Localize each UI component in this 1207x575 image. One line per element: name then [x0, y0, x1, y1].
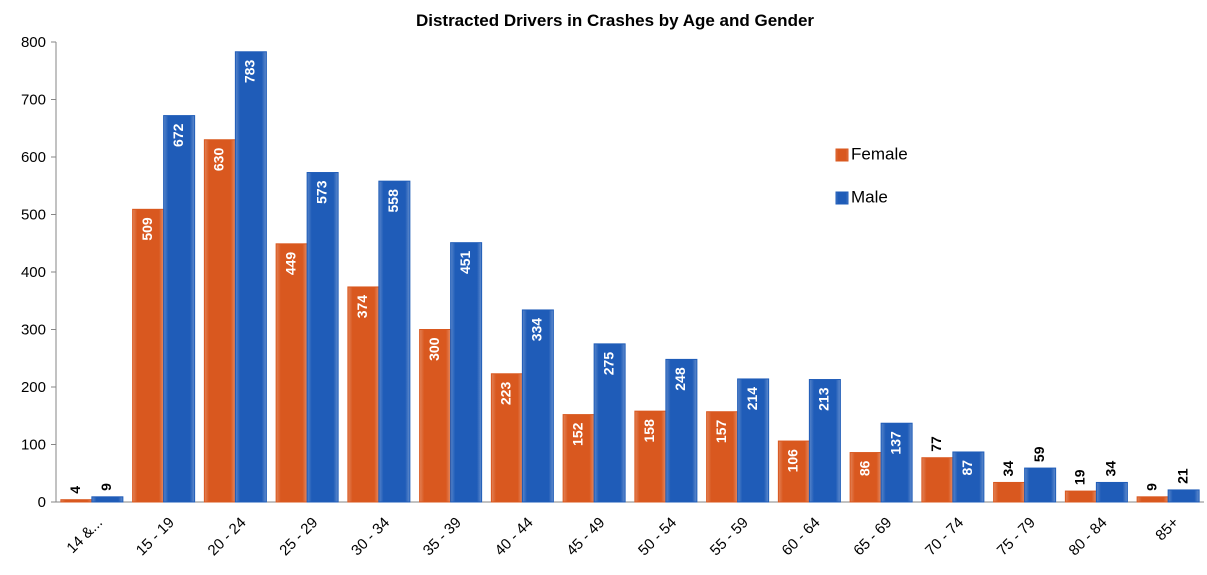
value-label: 214 — [744, 387, 760, 411]
bar — [777, 440, 810, 503]
bar — [234, 51, 267, 503]
value-label: 59 — [1031, 446, 1047, 462]
value-label: 158 — [641, 419, 657, 443]
bar — [378, 180, 411, 503]
value-label: 86 — [856, 460, 872, 476]
x-tick-label: 75 - 79 — [994, 514, 1039, 559]
bar — [347, 286, 380, 503]
chart-title: Distracted Drivers in Crashes by Age and… — [416, 11, 814, 30]
value-label: 248 — [672, 367, 688, 391]
bar — [521, 309, 554, 503]
value-label: 558 — [385, 189, 401, 213]
value-label: 87 — [959, 460, 975, 476]
value-label: 374 — [354, 295, 370, 319]
value-label: 630 — [211, 148, 227, 172]
bar — [880, 422, 913, 503]
x-tick-label: 35 - 39 — [420, 514, 465, 559]
value-label: 152 — [569, 422, 585, 446]
bar — [306, 172, 339, 503]
x-tick-label: 60 - 64 — [779, 514, 824, 559]
x-tick-label: 14 &... — [63, 514, 106, 557]
x-tick-label: 70 - 74 — [922, 514, 967, 559]
x-tick-label: 50 - 54 — [635, 514, 680, 559]
value-label: 275 — [600, 352, 616, 376]
x-tick-label: 55 - 59 — [707, 514, 752, 559]
bar — [1095, 481, 1128, 503]
y-tick-label: 100 — [21, 437, 46, 454]
bar — [91, 496, 124, 503]
bar — [634, 410, 667, 503]
bar — [562, 414, 595, 503]
value-label: 34 — [1000, 461, 1016, 477]
value-label: 451 — [457, 250, 473, 274]
bar — [593, 343, 626, 503]
legend-swatch — [835, 191, 849, 205]
value-label: 34 — [1103, 461, 1119, 477]
y-tick-label: 400 — [21, 264, 46, 281]
bar — [1064, 490, 1097, 503]
value-label: 300 — [426, 337, 442, 361]
y-tick-label: 0 — [38, 494, 46, 511]
bar — [132, 208, 165, 503]
y-tick-label: 200 — [21, 379, 46, 396]
legend-label: Male — [851, 187, 888, 206]
bar — [737, 378, 770, 503]
x-tick-label: 40 - 44 — [492, 514, 537, 559]
x-tick-label: 45 - 49 — [563, 514, 608, 559]
legend-label: Female — [851, 144, 908, 163]
bar — [163, 115, 196, 503]
value-label: 223 — [498, 382, 514, 406]
y-tick-label: 300 — [21, 322, 46, 339]
bar — [921, 457, 954, 503]
value-label: 19 — [1072, 469, 1088, 485]
bar — [1167, 489, 1200, 503]
bar — [808, 379, 841, 503]
value-label: 137 — [887, 431, 903, 455]
x-tick-label: 15 - 19 — [133, 514, 178, 559]
value-label: 9 — [98, 483, 114, 491]
value-label: 21 — [1174, 468, 1190, 484]
bar — [849, 452, 882, 503]
value-label: 573 — [313, 180, 329, 204]
x-tick-label: 85+ — [1152, 514, 1182, 544]
bar — [275, 243, 308, 503]
y-tick-label: 700 — [21, 92, 46, 109]
y-tick-label: 600 — [21, 149, 46, 166]
x-tick-label: 65 - 69 — [850, 514, 895, 559]
legend-swatch — [835, 148, 849, 162]
bar — [1136, 496, 1169, 503]
y-tick-label: 500 — [21, 207, 46, 224]
x-tick-label: 20 - 24 — [205, 514, 250, 559]
value-label: 213 — [816, 387, 832, 411]
bar — [419, 329, 452, 503]
value-label: 106 — [785, 449, 801, 473]
y-tick-label: 800 — [21, 34, 46, 51]
bar — [1024, 467, 1057, 503]
value-label: 783 — [242, 60, 258, 84]
x-tick-label: 25 - 29 — [276, 514, 321, 559]
value-label: 449 — [282, 252, 298, 276]
value-label: 9 — [1143, 483, 1159, 491]
bar — [203, 139, 236, 503]
value-label: 157 — [713, 420, 729, 444]
value-label: 4 — [67, 486, 83, 494]
bar — [60, 499, 93, 503]
value-label: 77 — [928, 436, 944, 452]
bar — [665, 358, 698, 503]
x-tick-label: 80 - 84 — [1066, 514, 1111, 559]
bar — [952, 451, 985, 503]
value-label: 509 — [139, 217, 155, 241]
bar — [993, 481, 1026, 503]
bar — [706, 411, 739, 503]
value-label: 672 — [170, 123, 186, 147]
bar — [450, 242, 483, 503]
value-label: 334 — [529, 318, 545, 342]
x-tick-label: 30 - 34 — [348, 514, 393, 559]
